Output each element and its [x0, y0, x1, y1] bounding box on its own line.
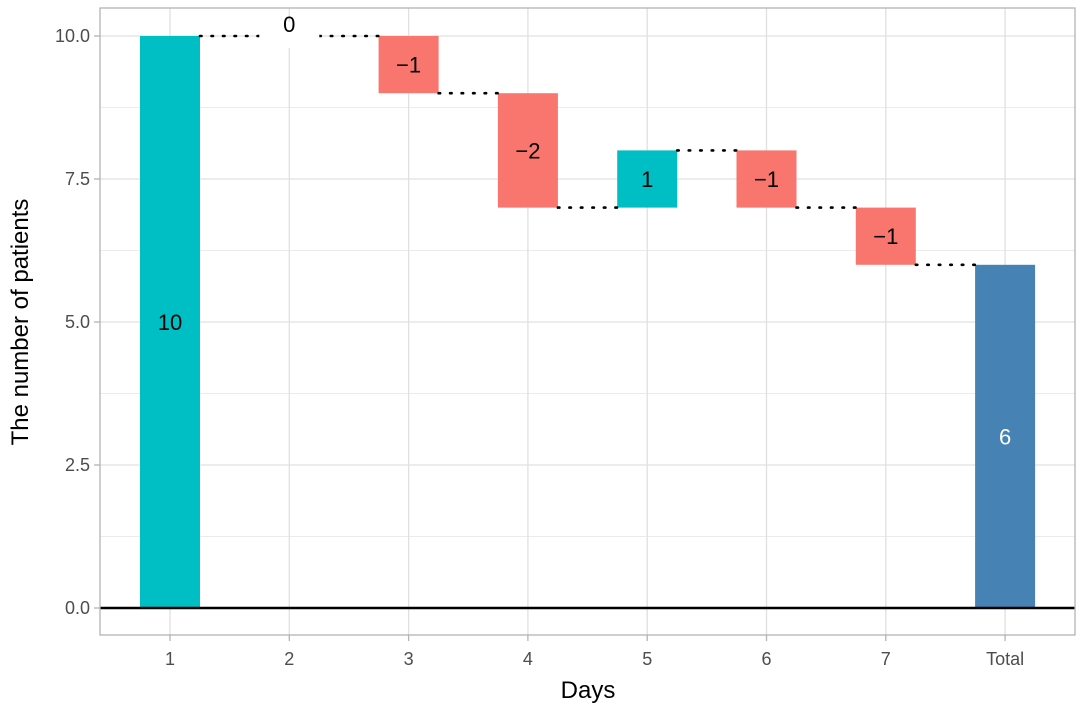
x-tick-label: 3	[404, 649, 414, 669]
y-tick-label: 10.0	[55, 26, 90, 46]
bar-label: −1	[396, 53, 421, 78]
bar-1	[140, 36, 200, 608]
y-tick-label: 2.5	[65, 455, 90, 475]
bar-label: −2	[515, 138, 540, 163]
x-tick-label: 6	[761, 649, 771, 669]
label-backdrop	[259, 22, 320, 48]
bar-label: 1	[641, 167, 653, 192]
grid-lines	[100, 8, 1075, 635]
bar-6	[736, 150, 797, 208]
connector-lines	[198, 22, 977, 267]
y-tick-label: 5.0	[65, 312, 90, 332]
y-axis: 0.0 2.5 5.0 7.5 10.0	[55, 26, 100, 618]
x-tick-label: 1	[165, 649, 175, 669]
x-tick-label: Total	[986, 649, 1024, 669]
x-tick-label: 5	[642, 649, 652, 669]
bar-Total	[975, 264, 1036, 608]
y-tick-label: 0.0	[65, 598, 90, 618]
bar-label: 0	[283, 12, 295, 37]
bar-5	[617, 150, 678, 208]
x-tick-label: 7	[881, 649, 891, 669]
x-tick-label: 4	[523, 649, 533, 669]
x-axis-title: Days	[561, 677, 616, 704]
bar-label: −1	[873, 224, 898, 249]
bar-7	[855, 207, 916, 265]
bar-label: −1	[754, 167, 779, 192]
bar-label: 10	[158, 310, 182, 335]
bars	[140, 36, 1036, 608]
bar-label: 6	[999, 424, 1011, 449]
y-tick-label: 7.5	[65, 169, 90, 189]
x-axis: 1 2 3 4 5 6 7 Total	[165, 635, 1024, 669]
bar-3	[378, 36, 439, 94]
x-tick-label: 2	[284, 649, 294, 669]
bar-4	[497, 93, 558, 208]
y-axis-title: The number of patients	[7, 199, 34, 446]
bar-labels: 10 0 −1 −2 1 −1 −1 6	[158, 12, 1011, 449]
